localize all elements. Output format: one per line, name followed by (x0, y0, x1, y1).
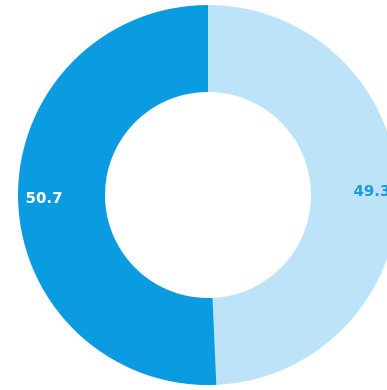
data-label: 50.7 (26, 189, 63, 207)
donut-segment (208, 5, 387, 385)
donut-segment (18, 5, 217, 385)
data-label: 49.3 (353, 182, 387, 200)
